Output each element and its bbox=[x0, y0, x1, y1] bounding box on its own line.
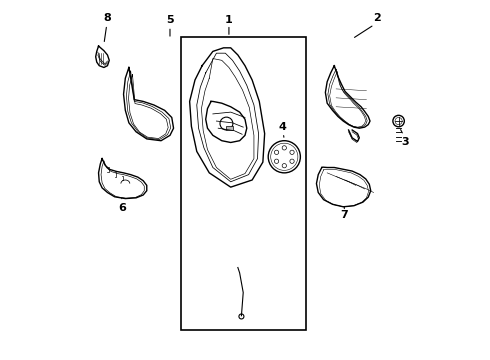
Text: 7: 7 bbox=[341, 210, 348, 220]
Text: 3: 3 bbox=[401, 137, 409, 147]
Text: 5: 5 bbox=[166, 15, 174, 24]
Text: 2: 2 bbox=[373, 13, 381, 23]
Text: 4: 4 bbox=[279, 122, 287, 132]
Bar bbox=[181, 37, 306, 330]
Text: 8: 8 bbox=[103, 13, 111, 23]
Text: 6: 6 bbox=[118, 203, 126, 213]
Text: 1: 1 bbox=[225, 15, 233, 24]
Bar bbox=[226, 126, 233, 130]
